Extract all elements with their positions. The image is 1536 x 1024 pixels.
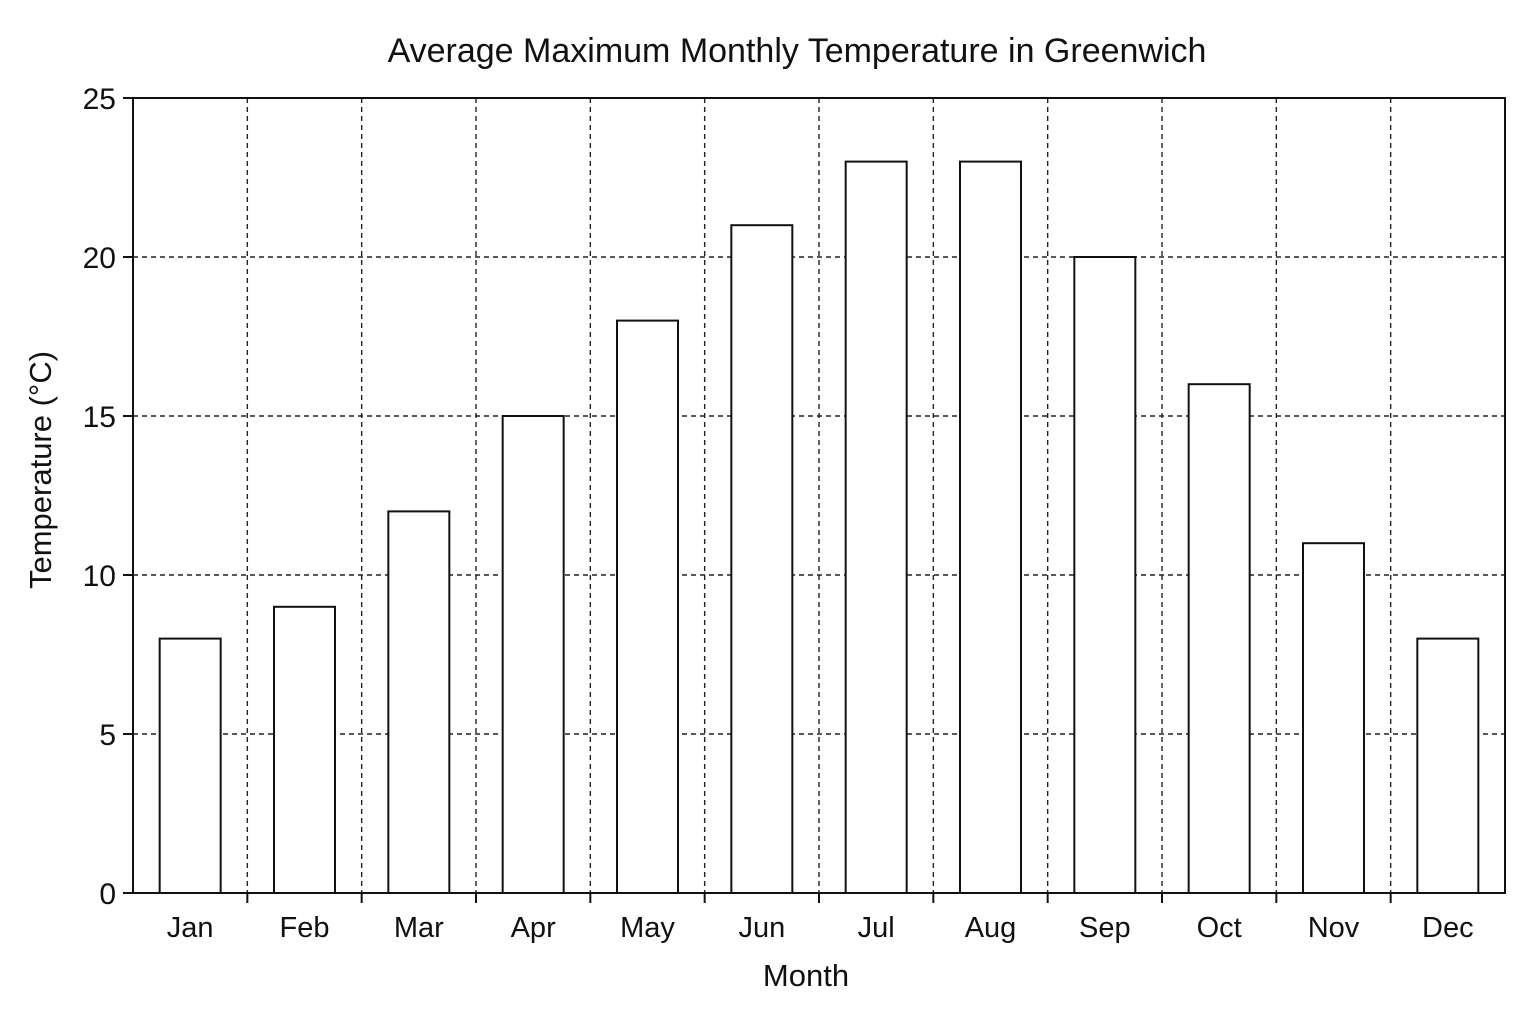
x-tick-label: Apr — [511, 912, 556, 944]
x-tick-label: Sep — [1079, 912, 1131, 944]
bar-oct — [1187, 383, 1251, 894]
x-tick-label: Jul — [858, 912, 895, 944]
y-tick-label: 25 — [83, 83, 116, 116]
bar-feb — [273, 605, 336, 894]
bar-nov — [1302, 542, 1365, 894]
x-tick-label: Dec — [1422, 912, 1474, 944]
bar-apr — [501, 415, 565, 894]
y-tick-label: 15 — [83, 401, 116, 434]
bar-jul — [844, 160, 908, 895]
bar-dec — [1416, 637, 1480, 894]
bar-aug — [959, 160, 1022, 895]
y-axis-label: Temperature (°C) — [23, 351, 58, 589]
bar-jan — [158, 637, 222, 894]
x-tick-label: Oct — [1197, 912, 1242, 944]
x-tick-label: Aug — [965, 912, 1017, 944]
x-axis-label: Month — [763, 958, 849, 993]
x-tick-label: Jan — [167, 912, 214, 944]
y-tick-label: 0 — [99, 878, 116, 911]
bar-mar — [387, 510, 451, 894]
x-tick-label: Jun — [738, 912, 785, 944]
bar-sep — [1073, 256, 1137, 894]
grid-layer — [133, 98, 1505, 893]
x-tick-label: Feb — [280, 912, 330, 944]
x-tick-label: Nov — [1308, 912, 1360, 944]
x-tick-label: May — [620, 912, 675, 944]
chart-title: Average Maximum Monthly Temperature in G… — [388, 32, 1207, 70]
bar-may — [616, 319, 679, 895]
x-tick-label: Mar — [394, 912, 444, 944]
y-tick-label: 10 — [83, 560, 116, 593]
y-tick-label: 5 — [99, 719, 116, 752]
bar-jun — [730, 224, 794, 894]
y-tick-label: 20 — [83, 242, 116, 275]
bars-layer — [158, 160, 1480, 895]
ticks-layer: 0 5 10 15 20 25 Jan Feb Mar Apr May Jun Jul Aug Sep Oct… — [83, 83, 1474, 944]
